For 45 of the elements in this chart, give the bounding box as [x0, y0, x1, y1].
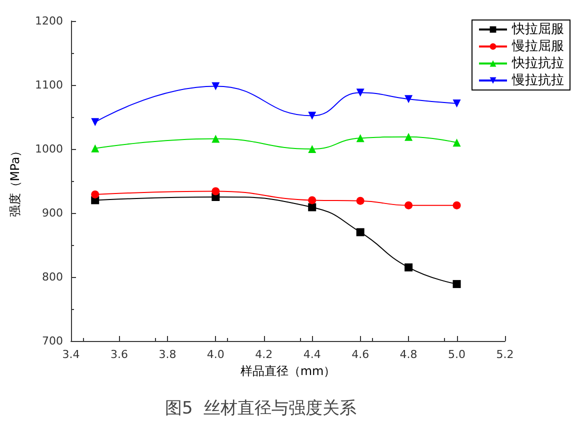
point: [452, 138, 461, 147]
point: [356, 196, 364, 205]
x-tick-label: 3.6: [110, 348, 128, 361]
point: [452, 100, 461, 108]
y-axis-title: 强度（MPa）: [8, 144, 22, 218]
point: [308, 145, 316, 153]
point: [308, 203, 316, 212]
x-tick-label: 4.2: [255, 348, 273, 361]
text: 图5 丝材直径与强度关系: [165, 398, 357, 418]
legend-label: 快拉屈服: [511, 22, 564, 37]
x-tick-label: 5.0: [448, 348, 466, 361]
point: [404, 95, 413, 104]
y-tick-label: 800: [42, 270, 63, 284]
point: [212, 82, 220, 90]
y-tick-label: 1100: [35, 78, 63, 92]
legend-label: 慢拉屈服: [511, 39, 564, 54]
x-tick-label: 4.4: [303, 348, 321, 361]
y-tick-label: 700: [42, 334, 63, 348]
y-tick-label: 900: [42, 206, 63, 220]
x-axis-title: 样品直径（mm）: [240, 364, 336, 378]
y-tick-label: 1200: [35, 14, 63, 28]
point: [404, 263, 413, 272]
point: [356, 228, 364, 236]
point: [308, 112, 316, 120]
legend-label: 快拉抗拉: [511, 56, 564, 71]
x-tick-label: 4.8: [400, 348, 418, 361]
x-tick-label: 3.4: [62, 348, 80, 361]
point: [356, 134, 364, 142]
point: [212, 134, 220, 143]
point: [452, 280, 461, 288]
point: [91, 144, 100, 152]
point: [404, 201, 413, 210]
point: [452, 201, 461, 210]
point: [308, 196, 316, 204]
legend-label: 慢拉抗拉: [511, 73, 564, 88]
x-tick-label: 4.6: [352, 348, 370, 361]
x-tick-label: 4.0: [206, 348, 224, 361]
point: [356, 88, 364, 97]
point: [404, 132, 413, 141]
x-tick-label: 5.2: [496, 348, 514, 361]
point: [91, 190, 100, 198]
x-tick-label: 3.8: [158, 348, 176, 361]
point: [91, 118, 100, 126]
y-tick-label: 1000: [35, 142, 63, 156]
point: [212, 187, 220, 196]
